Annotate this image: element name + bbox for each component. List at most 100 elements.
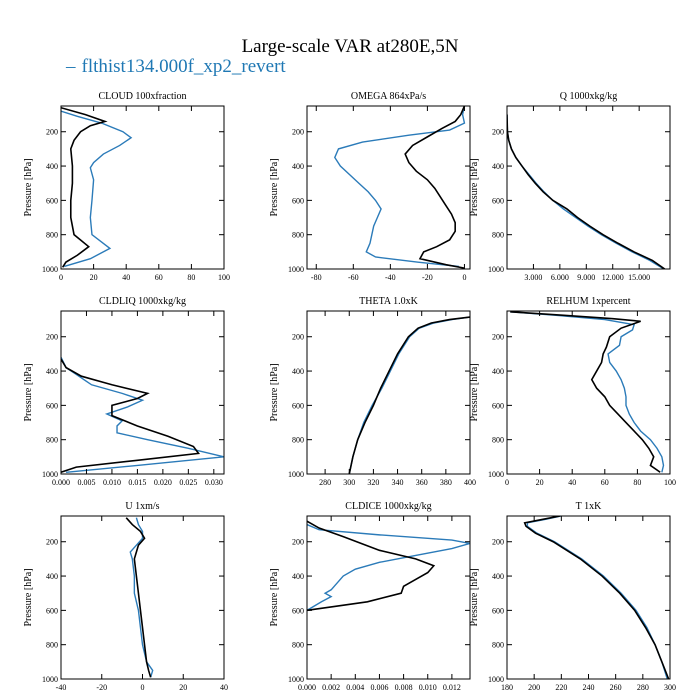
y-tick-label: 1000 <box>42 675 58 684</box>
x-tick-label: -80 <box>311 273 322 282</box>
x-tick-label: 0.000 <box>298 683 316 692</box>
y-tick-label: 800 <box>46 641 58 650</box>
x-tick-label: 0.002 <box>322 683 340 692</box>
plot-panel: RELHUM 1xpercent Pressure [hPa] 0 20 40 60 80 1… <box>469 296 676 487</box>
y-tick-label: 600 <box>46 606 58 615</box>
y-tick-label: 200 <box>292 333 304 342</box>
x-tick-label: 0.005 <box>77 478 95 487</box>
x-tick-label: 6.000 <box>551 273 569 282</box>
panel-title: THETA 1.0xK <box>359 296 418 307</box>
y-tick-label: 200 <box>292 538 304 547</box>
y-tick-label: 200 <box>492 538 504 547</box>
series-line-experiment <box>307 523 470 611</box>
plot-panel: CLOUD 100xfraction Pressure [hPa] 0 20 40 60 8… <box>23 91 230 282</box>
x-tick-label: -60 <box>348 273 359 282</box>
plot-frame <box>306 515 471 680</box>
y-axis-label: Pressure [hPa] <box>23 363 34 421</box>
x-tick-label: 0 <box>505 478 509 487</box>
y-tick-label: 600 <box>492 401 504 410</box>
panel-title: Q 1000xkg/kg <box>560 91 618 102</box>
panel-title: T 1xK <box>576 501 602 512</box>
x-tick-label: 240 <box>583 683 595 692</box>
y-tick-label: 600 <box>292 401 304 410</box>
x-tick-label: 260 <box>610 683 622 692</box>
series-line-experiment <box>510 311 665 473</box>
x-tick-label: 20 <box>536 478 544 487</box>
series-line-experiment <box>348 316 470 474</box>
y-tick-label: 600 <box>292 196 304 205</box>
y-tick-label: 1000 <box>488 675 504 684</box>
y-axis-label: Pressure [hPa] <box>469 363 480 421</box>
y-axis-label: Pressure [hPa] <box>23 568 34 626</box>
series-line-control <box>523 516 670 679</box>
y-tick-label: 1000 <box>42 265 58 274</box>
y-tick-label: 1000 <box>288 675 304 684</box>
x-tick-label: 20 <box>179 683 187 692</box>
y-tick-label: 400 <box>292 367 304 376</box>
panel-title: OMEGA 864xPa/s <box>351 91 426 102</box>
x-tick-label: 320 <box>367 478 379 487</box>
plot-frame <box>506 310 671 475</box>
series-line-control <box>507 114 666 269</box>
y-tick-label: 800 <box>292 641 304 650</box>
y-tick-label: 800 <box>492 436 504 445</box>
main-title: Large-scale VAR at280E,5N <box>241 36 459 57</box>
x-tick-label: 220 <box>555 683 567 692</box>
x-tick-label: 12.000 <box>602 273 624 282</box>
plot-panel: U 1xm/s Pressure [hPa] -40 -20 0 20 40 200 400 60… <box>23 501 228 692</box>
y-tick-label: 800 <box>46 436 58 445</box>
y-tick-label: 1000 <box>288 470 304 479</box>
x-tick-label: 0 <box>462 273 466 282</box>
plot-frame <box>60 310 225 475</box>
series-line-experiment <box>61 110 133 268</box>
panel-title: RELHUM 1xpercent <box>546 296 630 307</box>
plot-panel: OMEGA 864xPa/s Pressure [hPa] -80 -60 -40 -20… <box>269 91 471 282</box>
series-line-control <box>61 358 201 474</box>
panel-title: CLDLIQ 1000xkg/kg <box>99 296 186 307</box>
y-tick-label: 1000 <box>288 265 304 274</box>
x-tick-label: 0.020 <box>154 478 172 487</box>
plot-panel: CLDLIQ 1000xkg/kg Pressure [hPa] 0.000 0.00… <box>23 296 225 487</box>
x-tick-label: 40 <box>568 478 576 487</box>
x-tick-label: 0.030 <box>205 478 223 487</box>
x-tick-label: 100 <box>218 273 230 282</box>
y-tick-label: 400 <box>492 162 504 171</box>
x-tick-label: 0.015 <box>128 478 146 487</box>
x-tick-label: 0.010 <box>103 478 121 487</box>
x-tick-label: 0.006 <box>370 683 388 692</box>
x-tick-label: 0.010 <box>419 683 437 692</box>
x-tick-label: 0.000 <box>52 478 70 487</box>
y-axis-label: Pressure [hPa] <box>469 158 480 216</box>
y-tick-label: 200 <box>46 538 58 547</box>
x-tick-label: 340 <box>392 478 404 487</box>
y-tick-label: 1000 <box>488 470 504 479</box>
plot-frame <box>506 105 671 270</box>
y-tick-label: 800 <box>292 231 304 240</box>
x-tick-label: 3.000 <box>524 273 542 282</box>
legend-line-icon: – <box>66 56 76 77</box>
x-tick-label: -40 <box>385 273 396 282</box>
legend: – flthist134.000f_xp2_revert <box>66 56 286 78</box>
y-tick-label: 1000 <box>488 265 504 274</box>
y-tick-label: 600 <box>492 606 504 615</box>
legend-label: flthist134.000f_xp2_revert <box>81 56 286 77</box>
y-axis-label: Pressure [hPa] <box>269 158 280 216</box>
series-line-experiment <box>507 114 665 269</box>
series-line-control <box>348 316 470 474</box>
x-tick-label: 360 <box>416 478 428 487</box>
y-tick-label: 600 <box>492 196 504 205</box>
y-axis-label: Pressure [hPa] <box>269 363 280 421</box>
x-tick-label: 400 <box>464 478 476 487</box>
x-tick-label: -20 <box>422 273 433 282</box>
x-tick-label: 40 <box>220 683 228 692</box>
x-tick-label: 40 <box>122 273 130 282</box>
panel-title: CLDICE 1000xkg/kg <box>345 501 431 512</box>
y-tick-label: 800 <box>492 231 504 240</box>
x-tick-label: 60 <box>601 478 609 487</box>
plot-panel: THETA 1.0xK Pressure [hPa] 280 300 320 340 360… <box>269 296 476 487</box>
y-tick-label: 200 <box>492 128 504 137</box>
plot-frame <box>60 105 225 270</box>
y-tick-label: 400 <box>492 367 504 376</box>
plot-panel: Q 1000xkg/kg Pressure [hPa] 3.000 6.000 9.00… <box>469 91 671 282</box>
series-line-experiment <box>526 516 668 679</box>
